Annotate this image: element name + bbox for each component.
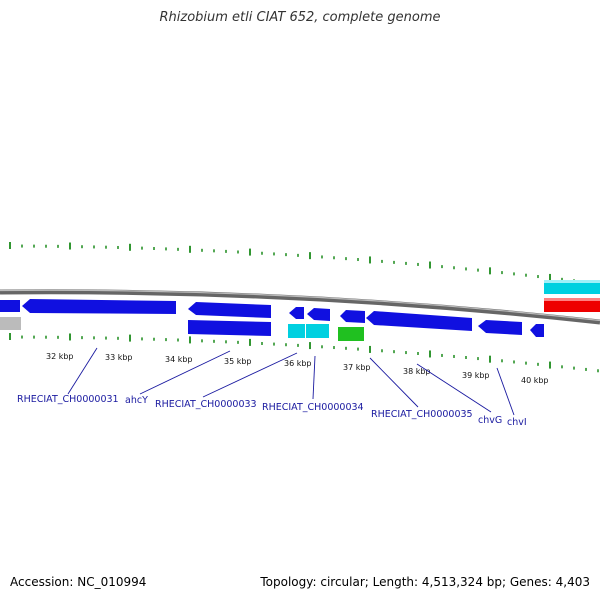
gene-label[interactable]: RHECIAT_CH0000031 xyxy=(17,394,119,405)
accession-text: Accession: NC_010994 xyxy=(10,575,147,589)
scale-labels: 32 kbp 33 kbp 34 kbp 35 kbp 36 kbp 37 kb… xyxy=(46,352,549,385)
gene-feature[interactable] xyxy=(188,320,271,336)
gene-feature[interactable] xyxy=(22,299,176,314)
gene-label[interactable]: RHECIAT_CH0000034 xyxy=(262,402,364,413)
leader-line xyxy=(67,347,98,395)
gene-label[interactable]: ahcY xyxy=(125,395,148,406)
gene-label[interactable]: chvI xyxy=(507,417,527,428)
gene-feature[interactable] xyxy=(0,300,20,312)
scale-label: 33 kbp xyxy=(105,353,133,362)
gene-feature-cyan[interactable] xyxy=(306,324,329,338)
track-2-genes xyxy=(0,317,364,341)
gene-highlight xyxy=(544,298,600,301)
scale-label: 37 kbp xyxy=(343,363,371,372)
inner-tick-ring xyxy=(9,333,599,373)
leader-line xyxy=(369,357,419,408)
gene-feature[interactable] xyxy=(188,302,271,318)
gene-feature-red[interactable] xyxy=(544,298,600,312)
gene-feature-green[interactable] xyxy=(338,327,364,341)
gene-feature[interactable] xyxy=(340,310,365,323)
scale-label: 32 kbp xyxy=(46,352,74,361)
genome-backbone xyxy=(0,289,600,325)
gene-label[interactable]: chvG xyxy=(478,415,502,426)
outer-tick-ring xyxy=(9,242,599,286)
scale-label: 35 kbp xyxy=(224,357,252,366)
genome-backbone-highlight xyxy=(0,289,600,322)
gene-feature-grey[interactable] xyxy=(0,317,21,330)
leader-line xyxy=(496,367,515,416)
map-title: Rhizobium etli CIAT 652, complete genome xyxy=(159,10,441,25)
gene-feature[interactable] xyxy=(530,324,544,337)
scale-label: 36 kbp xyxy=(284,359,312,368)
genome-summary-text: Topology: circular; Length: 4,513,324 bp… xyxy=(260,575,590,589)
gene-label[interactable]: RHECIAT_CH0000033 xyxy=(155,399,257,410)
gene-feature[interactable] xyxy=(289,307,304,319)
leader-line xyxy=(312,355,316,400)
scale-label: 40 kbp xyxy=(521,376,549,385)
leader-line xyxy=(139,350,231,395)
forward-strand-genes xyxy=(544,280,600,312)
scale-label: 39 kbp xyxy=(462,371,490,380)
scale-label: 38 kbp xyxy=(403,367,431,376)
gene-feature-cyan[interactable] xyxy=(288,324,305,338)
gene-leader-lines xyxy=(67,347,515,416)
gene-highlight xyxy=(544,280,600,283)
gene-feature[interactable] xyxy=(307,308,330,321)
leader-line xyxy=(416,363,492,413)
gene-labels: RHECIAT_CH0000031 ahcY RHECIAT_CH0000033… xyxy=(17,394,527,428)
gene-feature-cyan[interactable] xyxy=(544,280,600,294)
gene-feature[interactable] xyxy=(478,320,522,335)
scale-label: 34 kbp xyxy=(165,355,193,364)
track-1-genes xyxy=(0,299,544,337)
gene-feature[interactable] xyxy=(366,311,472,331)
leader-line xyxy=(202,352,298,398)
gene-label[interactable]: RHECIAT_CH0000035 xyxy=(371,409,473,420)
